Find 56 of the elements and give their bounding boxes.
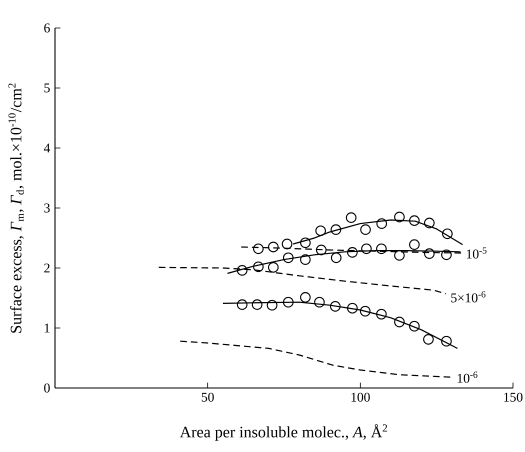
point bbox=[347, 302, 358, 314]
point bbox=[236, 265, 248, 276]
point bbox=[394, 250, 405, 261]
y-tick-label: 3 bbox=[44, 204, 50, 212]
point bbox=[423, 334, 434, 345]
y-tick-label: 6 bbox=[44, 24, 50, 32]
point bbox=[441, 336, 452, 347]
point bbox=[300, 237, 311, 248]
point bbox=[424, 248, 435, 259]
point bbox=[360, 306, 371, 317]
point bbox=[330, 301, 341, 312]
point bbox=[315, 225, 326, 236]
point bbox=[376, 243, 387, 254]
point bbox=[376, 218, 388, 229]
x-tick-label: 150 bbox=[504, 392, 522, 402]
y-tick-label: 5 bbox=[44, 84, 50, 92]
point bbox=[330, 224, 342, 235]
line-series bbox=[180, 340, 453, 378]
point bbox=[300, 254, 311, 265]
point bbox=[314, 296, 325, 308]
point bbox=[347, 247, 358, 258]
point bbox=[252, 299, 262, 310]
x-axis-title: Area per insoluble molec., A, Å$^{2}$ bbox=[180, 424, 388, 441]
point bbox=[442, 228, 453, 240]
point bbox=[282, 296, 294, 308]
point bbox=[266, 300, 278, 311]
annotation: 5×10$^{-6}$ bbox=[451, 291, 486, 302]
text: Surface excess, Γ$_{m}$, Γ$_{d}$, mol.×10$^{-10}$/cm$^{2}$ bbox=[8, 83, 24, 333]
point bbox=[360, 224, 371, 235]
point bbox=[394, 212, 405, 222]
point bbox=[253, 243, 264, 254]
annotation: 10$^{-6}$ bbox=[458, 372, 478, 383]
point bbox=[424, 218, 435, 228]
annotation: 10$^{-5}$ bbox=[466, 247, 486, 259]
point bbox=[330, 252, 342, 264]
x-tick-label: 50 bbox=[202, 392, 214, 402]
point bbox=[409, 239, 420, 250]
point bbox=[268, 242, 279, 252]
point bbox=[236, 299, 248, 310]
y-tick-label: 4 bbox=[44, 144, 50, 152]
y-tick-label: 2 bbox=[44, 264, 50, 272]
point bbox=[394, 316, 405, 328]
point bbox=[253, 261, 264, 272]
point bbox=[300, 292, 311, 303]
point bbox=[268, 262, 279, 273]
point bbox=[409, 215, 420, 226]
point bbox=[346, 212, 357, 223]
x-tick-label: 100 bbox=[352, 392, 370, 402]
y-tick-label: 1 bbox=[44, 324, 50, 332]
point bbox=[282, 252, 294, 264]
point bbox=[361, 243, 372, 254]
point bbox=[376, 308, 387, 320]
y-tick-label: 0 bbox=[44, 383, 50, 392]
point bbox=[316, 244, 327, 256]
point bbox=[409, 320, 420, 332]
point bbox=[441, 249, 452, 260]
